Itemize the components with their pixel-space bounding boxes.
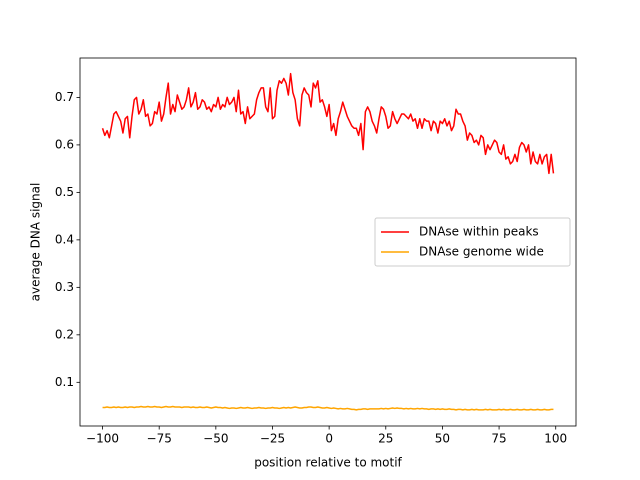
- y-tick-label: 0.7: [55, 90, 74, 104]
- y-tick-label: 0.5: [55, 185, 74, 199]
- x-tick-label: −75: [147, 432, 172, 446]
- x-tick-label: 25: [378, 432, 393, 446]
- x-axis-label: position relative to motif: [254, 456, 402, 470]
- legend-label: DNAse within peaks: [419, 225, 539, 239]
- y-tick-label: 0.3: [55, 280, 74, 294]
- x-tick-label: 50: [435, 432, 450, 446]
- x-tick-label: −25: [260, 432, 285, 446]
- y-tick-label: 0.1: [55, 375, 74, 389]
- series-line: [101, 72, 555, 175]
- x-tick-label: 100: [544, 432, 567, 446]
- x-tick-label: −100: [86, 432, 119, 446]
- axes-frame: [79, 57, 577, 427]
- series-line: [102, 405, 554, 411]
- legend: DNAse within peaks DNAse genome wide: [374, 217, 571, 267]
- legend-frame: [374, 217, 571, 267]
- x-tick-label: 75: [491, 432, 506, 446]
- y-axis-label: average DNA signal: [29, 183, 43, 302]
- y-tick-label: 0.2: [55, 327, 74, 341]
- y-tick-label: 0.6: [55, 137, 74, 151]
- x-tick-label: −50: [203, 432, 228, 446]
- x-tick-label: 0: [325, 432, 333, 446]
- legend-label: DNAse genome wide: [419, 245, 544, 259]
- y-tick-label: 0.4: [55, 232, 74, 246]
